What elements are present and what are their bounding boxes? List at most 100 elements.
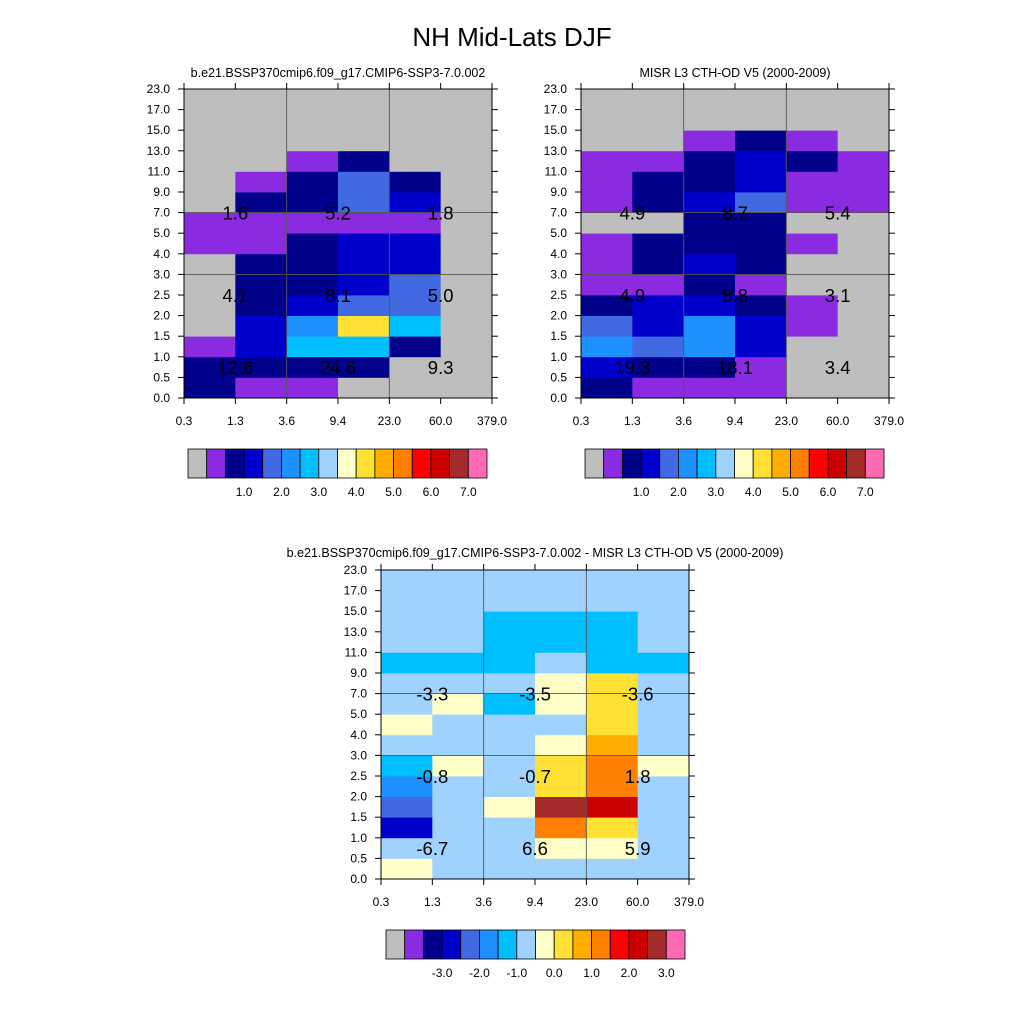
heatmap-cell [632,356,685,378]
colorbar-swatch [846,448,866,479]
heatmap-cell [389,192,442,213]
heatmap-cell [483,817,536,839]
colorbar-label: 6.0 [423,485,440,499]
x-tick-label: 3.6 [675,414,692,428]
panels: b.e21.BSSP370cmip6.f09_g17.CMIP6-SSP3-7.… [147,66,905,980]
bin-value-label: 5.4 [825,203,851,224]
heatmap-cell [184,233,236,255]
colorbar-swatch [647,929,667,960]
heatmap-cell [184,89,236,110]
bin-value-label: 4.1 [222,285,248,306]
heatmap-cell [735,356,787,378]
heatmap-cell [389,253,442,275]
heatmap-cell [637,796,690,818]
heatmap-cell [535,570,587,591]
heatmap-cell [535,734,587,756]
y-tick-label: 3.0 [153,267,170,281]
heatmap-cell [786,274,839,296]
colorbar-swatch [790,448,810,479]
heatmap-cell [735,109,787,131]
colorbar-swatch [430,448,451,479]
heatmap-cell [432,734,485,756]
heatmap-cell [637,858,690,880]
heatmap-cell [440,233,493,255]
colorbar-swatch [449,448,469,479]
heatmap-cell [440,212,493,234]
x-tick-label: 23.0 [775,414,799,428]
colorbar-swatch [715,448,735,479]
heatmap-cell [535,858,587,880]
colorbar-swatch [827,448,848,479]
heatmap-cell [235,130,288,152]
heatmap-cell [432,652,485,674]
colorbar-label: 4.0 [745,485,762,499]
colorbar-swatch [479,929,499,960]
heatmap-cell [683,171,736,193]
heatmap-cell [235,336,288,358]
colorbar-swatch [808,448,829,479]
heatmap-cell [440,356,493,378]
heatmap-cell [235,192,288,213]
heatmap-cell [184,171,236,193]
heatmap-cell [286,130,339,152]
heatmap-cell [381,734,433,756]
heatmap-cell [632,109,685,131]
y-tick-label: 11.0 [545,164,568,178]
heatmap-cell [581,109,633,131]
heatmap-cell [632,295,685,316]
heatmap-cell [735,89,787,110]
colorbar-label: 2.0 [670,485,687,499]
bin-value-label: -3.3 [416,684,448,705]
colorbar-swatch [497,929,518,960]
heatmap-cell [235,377,288,399]
colorbar-swatch [535,929,555,960]
colorbar-swatch [553,929,574,960]
heatmap-cell [483,776,536,797]
heatmap-cell [535,611,587,633]
heatmap-cell [637,631,690,653]
heatmap-cell [381,817,433,839]
heatmap-cell [235,356,288,378]
heatmap-cell [637,755,690,777]
heatmap-cell [586,590,639,612]
colorbar-label: 5.0 [385,485,402,499]
heatmap-cell [483,590,536,612]
x-tick-label: 1.3 [227,414,244,428]
heatmap-cell [440,336,493,358]
heatmap-cell [581,171,633,193]
colorbar-swatch [404,929,424,960]
heatmap-cell [735,253,787,275]
heatmap-cell [381,673,433,694]
y-tick-label: 7.0 [350,687,367,701]
heatmap-cell [381,755,433,777]
colorbar-swatch [864,448,885,479]
y-tick-label: 7.0 [153,206,170,220]
panel-title: b.e21.BSSP370cmip6.f09_g17.CMIP6-SSP3-7.… [191,66,486,80]
y-tick-label: 13.0 [544,144,568,158]
heatmap-cell [389,150,442,172]
colorbar-swatch [678,448,698,479]
heatmap-cell [338,295,390,316]
y-tick-label: 2.5 [153,288,170,302]
heatmap-cell [581,192,633,213]
colorbar-label: 3.0 [310,485,327,499]
heatmap-cell [381,590,433,612]
heatmap-cell [432,755,485,777]
bin-value-label: -3.5 [519,684,551,705]
heatmap-cell [483,755,536,777]
heatmap-cell [683,233,736,255]
heatmap-cell [184,377,236,399]
heatmap-cell [837,315,890,337]
bin-value-label: 5.9 [625,838,651,859]
y-tick-label: 2.5 [350,769,367,783]
heatmap-cell [483,570,536,591]
heatmap-cell [683,315,736,337]
x-tick-label: 1.3 [624,414,641,428]
heatmap-cell [586,734,639,756]
heatmap-cell [389,89,442,110]
heatmap-cell [637,590,690,612]
heatmap-cell [389,171,442,193]
heatmap-cell [440,109,493,131]
heatmap-cell [735,336,787,358]
y-tick-label: 15.0 [147,123,171,137]
